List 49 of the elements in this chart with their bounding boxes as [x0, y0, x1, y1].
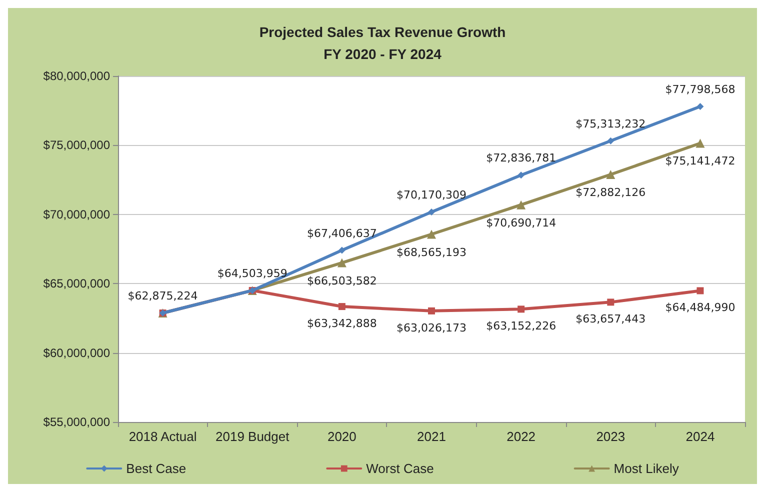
point [428, 307, 435, 314]
point [338, 246, 346, 254]
y-tick-label: $80,000,000 [43, 69, 110, 83]
legend-label: Best Case [126, 461, 186, 476]
data-label: $68,565,193 [396, 246, 466, 259]
x-tick-label: 2022 [506, 429, 536, 444]
x-tick-label: 2023 [596, 429, 626, 444]
point [696, 102, 704, 110]
data-label: $72,882,126 [576, 186, 646, 200]
legend-label: Worst Case [366, 461, 434, 476]
y-tick-label: $70,000,000 [43, 207, 110, 222]
point [518, 172, 525, 179]
x-tick-label: 2020 [327, 429, 356, 444]
data-label: $72,836,781 [486, 152, 556, 165]
data-label: $75,313,232 [576, 117, 646, 130]
point [337, 258, 346, 268]
x-tick-label: 2018 Actual [128, 429, 197, 444]
point [606, 170, 616, 180]
point [427, 230, 436, 239]
x-tick-label: 2024 [686, 429, 715, 444]
data-label: $64,503,959 [217, 266, 288, 280]
x-tick-label: 2021 [417, 429, 446, 444]
data-label: $62,875,224 [128, 290, 198, 303]
x-tick-label: 2019 Budget [215, 429, 290, 444]
y-tick-label: $60,000,000 [43, 346, 110, 360]
data-label: $63,342,888 [306, 317, 377, 330]
data-label: $75,141,472 [665, 154, 736, 168]
point [428, 208, 435, 216]
point [516, 200, 526, 210]
data-label: $63,026,173 [396, 321, 466, 334]
point [518, 306, 525, 313]
point [338, 303, 346, 310]
y-tick-label: $55,000,000 [43, 415, 110, 429]
data-label: $63,152,226 [486, 320, 556, 333]
data-label: $66,503,582 [306, 274, 377, 288]
point [607, 298, 614, 306]
data-label: $70,170,309 [396, 188, 466, 202]
legend-label: Most Likely [614, 461, 680, 476]
point [696, 287, 704, 294]
point [607, 137, 614, 144]
point [696, 138, 705, 148]
data-label: $64,484,990 [665, 301, 736, 314]
data-label: $70,690,714 [486, 216, 556, 230]
y-tick-label: $65,000,000 [43, 276, 110, 291]
data-label: $63,657,443 [576, 312, 646, 326]
y-tick-label: $75,000,000 [43, 138, 110, 152]
data-label: $67,406,637 [306, 226, 377, 240]
data-label: $77,798,568 [665, 82, 736, 96]
chart-title: Projected Sales Tax Revenue Growth FY 2020 - FY 2024 [259, 24, 506, 62]
